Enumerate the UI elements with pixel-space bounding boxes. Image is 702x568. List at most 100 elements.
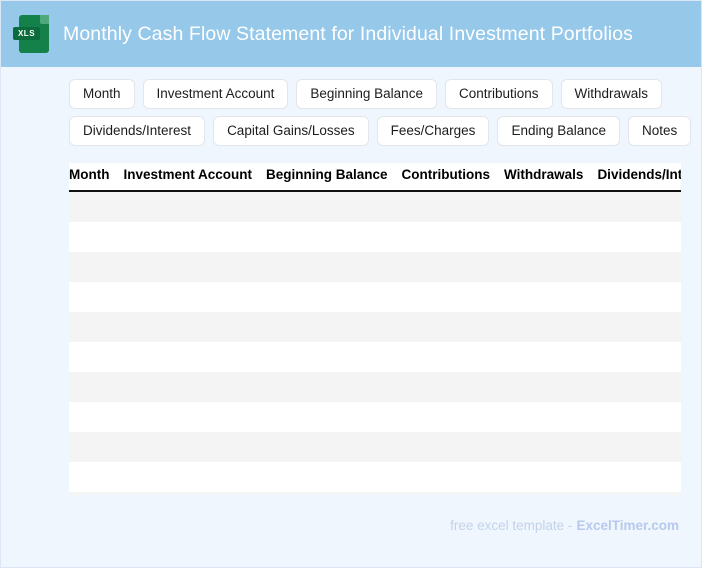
- table-cell[interactable]: [266, 282, 402, 312]
- table-cell[interactable]: [69, 462, 124, 492]
- table-cell[interactable]: [123, 312, 267, 342]
- table-cell[interactable]: [69, 372, 124, 402]
- chip-fees-charges[interactable]: Fees/Charges: [376, 116, 490, 146]
- table-cell[interactable]: [597, 222, 681, 252]
- table-cell[interactable]: [123, 282, 267, 312]
- table-cell[interactable]: [504, 191, 598, 222]
- table-cell[interactable]: [123, 222, 267, 252]
- table-cell[interactable]: [504, 372, 598, 402]
- table-cell[interactable]: [504, 312, 598, 342]
- table-cell[interactable]: [504, 252, 598, 282]
- table-row[interactable]: [69, 312, 681, 342]
- footer-brand-link[interactable]: ExcelTimer.com: [576, 518, 679, 533]
- table-row[interactable]: [69, 432, 681, 462]
- table-cell[interactable]: [123, 342, 267, 372]
- chip-capital-gains-losses[interactable]: Capital Gains/Losses: [213, 116, 369, 146]
- table-cell[interactable]: [123, 402, 267, 432]
- table-cell[interactable]: [69, 191, 124, 222]
- table-cell[interactable]: [597, 372, 681, 402]
- table-cell[interactable]: [123, 492, 267, 495]
- table-cell[interactable]: [504, 462, 598, 492]
- table-cell[interactable]: [69, 402, 124, 432]
- table-cell[interactable]: [123, 432, 267, 462]
- chip-contributions[interactable]: Contributions: [444, 79, 553, 109]
- table-cell[interactable]: [266, 252, 402, 282]
- table-row[interactable]: [69, 222, 681, 252]
- table-cell[interactable]: [123, 462, 267, 492]
- spreadsheet-table-container: Month Investment Account Beginning Balan…: [69, 163, 681, 495]
- table-cell[interactable]: [123, 191, 267, 222]
- table-cell[interactable]: [504, 282, 598, 312]
- table-cell[interactable]: [504, 432, 598, 462]
- table-cell[interactable]: [597, 462, 681, 492]
- table-cell[interactable]: [504, 402, 598, 432]
- table-cell[interactable]: [266, 372, 402, 402]
- table-row[interactable]: [69, 462, 681, 492]
- table-cell[interactable]: [69, 222, 124, 252]
- col-header-dividends-interest[interactable]: Dividends/Interest: [597, 163, 681, 192]
- table-row[interactable]: [69, 372, 681, 402]
- table-row[interactable]: [69, 342, 681, 372]
- table-row[interactable]: [69, 191, 681, 222]
- table-cell[interactable]: [69, 252, 124, 282]
- table-cell[interactable]: [69, 342, 124, 372]
- chip-investment-account[interactable]: Investment Account: [142, 79, 289, 109]
- table-cell[interactable]: [504, 492, 598, 495]
- table-cell[interactable]: [401, 432, 505, 462]
- table-cell[interactable]: [401, 402, 505, 432]
- page-title: Monthly Cash Flow Statement for Individu…: [63, 22, 633, 45]
- table-cell[interactable]: [266, 222, 402, 252]
- table-cell[interactable]: [123, 252, 267, 282]
- table-cell[interactable]: [266, 432, 402, 462]
- chip-withdrawals[interactable]: Withdrawals: [560, 79, 663, 109]
- table-row[interactable]: [69, 282, 681, 312]
- table-cell[interactable]: [266, 402, 402, 432]
- col-header-withdrawals[interactable]: Withdrawals: [504, 163, 598, 192]
- table-cell[interactable]: [266, 191, 402, 222]
- chip-notes[interactable]: Notes: [628, 116, 692, 146]
- table-cell[interactable]: [401, 191, 505, 222]
- table-cell[interactable]: [504, 222, 598, 252]
- col-header-contributions[interactable]: Contributions: [401, 163, 505, 192]
- table-cell[interactable]: [401, 462, 505, 492]
- table-cell[interactable]: [401, 222, 505, 252]
- footer-credit: free excel template - ExcelTimer.com: [450, 518, 679, 533]
- table-cell[interactable]: [69, 492, 124, 495]
- table-cell[interactable]: [123, 372, 267, 402]
- table-row[interactable]: [69, 252, 681, 282]
- table-cell[interactable]: [69, 282, 124, 312]
- chip-ending-balance[interactable]: Ending Balance: [497, 116, 621, 146]
- table-cell[interactable]: [504, 342, 598, 372]
- table-cell[interactable]: [401, 372, 505, 402]
- table-cell[interactable]: [597, 191, 681, 222]
- table-cell[interactable]: [597, 402, 681, 432]
- table-cell[interactable]: [69, 432, 124, 462]
- table-cell[interactable]: [597, 252, 681, 282]
- table-cell[interactable]: [597, 342, 681, 372]
- table-cell[interactable]: [597, 282, 681, 312]
- table-cell[interactable]: [597, 312, 681, 342]
- table-cell[interactable]: [401, 342, 505, 372]
- table-cell[interactable]: [266, 462, 402, 492]
- table-cell[interactable]: [266, 342, 402, 372]
- table-cell[interactable]: [401, 252, 505, 282]
- table-cell[interactable]: [266, 312, 402, 342]
- table-cell[interactable]: [597, 492, 681, 495]
- col-header-beginning-balance[interactable]: Beginning Balance: [266, 163, 402, 192]
- table-cell[interactable]: [401, 282, 505, 312]
- table-cell[interactable]: [69, 312, 124, 342]
- table-cell[interactable]: [266, 492, 402, 495]
- col-header-month[interactable]: Month: [69, 163, 124, 192]
- col-header-investment-account[interactable]: Investment Account: [123, 163, 267, 192]
- page-header: XLS Monthly Cash Flow Statement for Indi…: [1, 1, 701, 67]
- table-cell[interactable]: [401, 492, 505, 495]
- table-cell[interactable]: [597, 432, 681, 462]
- chip-row-2: Dividends/Interest Capital Gains/Losses …: [69, 116, 692, 146]
- table-cell[interactable]: [401, 312, 505, 342]
- spreadsheet-table: Month Investment Account Beginning Balan…: [69, 163, 681, 495]
- chip-dividends-interest[interactable]: Dividends/Interest: [69, 116, 206, 146]
- chip-month[interactable]: Month: [69, 79, 135, 109]
- chip-beginning-balance[interactable]: Beginning Balance: [296, 79, 437, 109]
- table-row[interactable]: [69, 402, 681, 432]
- table-row[interactable]: [69, 492, 681, 495]
